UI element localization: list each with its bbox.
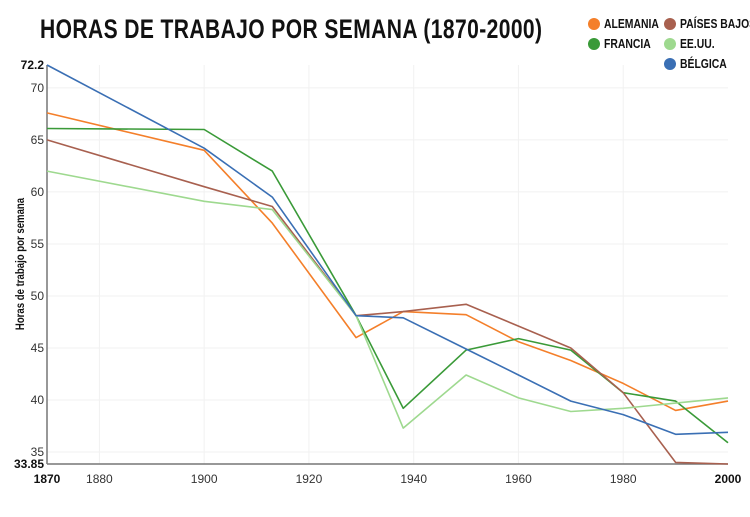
x-tick-label: 2000 [715,472,742,486]
series-line-francia [46,127,729,444]
y-tick-label: 55 [31,237,45,251]
y-tick-label: 60 [31,185,45,199]
x-tick-label: 1870 [34,472,61,486]
y-tick-label: 72.2 [21,58,45,72]
y-axis-label: Horas de trabajo por semana [14,197,27,330]
x-tick-label: 1900 [191,472,218,486]
legend-item[interactable]: BÉLGICA [664,56,739,71]
y-tick-label: 33.85 [14,457,44,471]
legend-swatch [664,17,676,30]
legend-label: PAÍSES BAJOS [680,16,750,31]
legend-item[interactable]: EE.UU. [664,36,723,51]
y-tick-label: 65 [31,133,45,147]
series-line-ee-uu- [46,170,729,429]
y-tick-label: 40 [31,393,45,407]
legend-swatch [588,37,600,50]
x-tick-label: 1880 [86,472,113,486]
legend-swatch [664,57,676,70]
series-line-pa-ses-bajos [46,139,729,465]
legend-item[interactable]: FRANCIA [588,36,663,51]
legend-label: EE.UU. [680,36,715,51]
legend-swatch [664,37,676,50]
chart-title: HORAS DE TRABAJO POR SEMANA (1870-2000) [40,14,543,44]
y-tick-label: 45 [31,341,45,355]
legend-item[interactable]: ALEMANIA [588,16,673,31]
series-line-b-lgica [46,64,729,436]
x-tick-label: 1960 [505,472,532,486]
y-tick-label: 70 [31,81,45,95]
x-tick-label: 1920 [296,472,323,486]
series-line-alemania [46,112,729,412]
x-tick-label: 1980 [610,472,637,486]
x-tick-label: 1940 [400,472,427,486]
legend-item[interactable]: PAÍSES BAJOS [664,16,750,31]
legend-label: ALEMANIA [604,16,659,31]
legend-label: BÉLGICA [680,56,727,71]
legend-swatch [588,17,600,30]
y-tick-label: 35 [31,445,45,459]
legend-label: FRANCIA [604,36,651,51]
y-tick-label: 50 [31,289,45,303]
